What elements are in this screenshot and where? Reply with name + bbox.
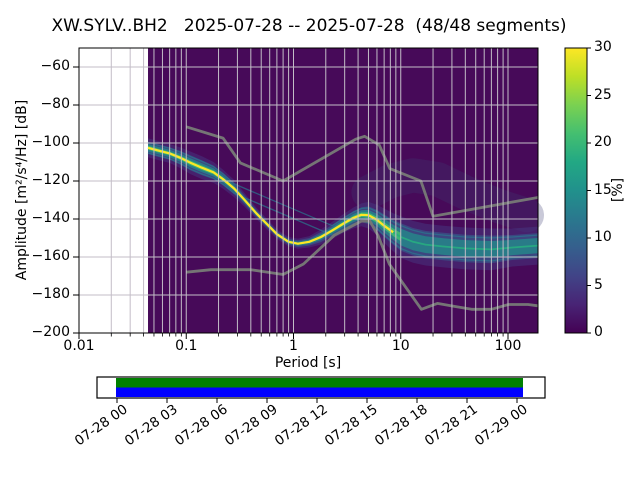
coverage-bar — [96, 376, 546, 403]
axes-frame — [73, 47, 539, 339]
grid-lines — [79, 48, 538, 333]
colorbar-tick-label: 25 — [594, 86, 612, 103]
colorbar-tick-label: 0 — [594, 324, 603, 340]
y-axis-label: Amplitude [m²/s⁴/Hz] [dB] — [14, 99, 30, 281]
colorbar-tick-label: 10 — [594, 229, 612, 245]
x-tick-label: 0.1 — [175, 338, 198, 354]
coverage-data-bar — [116, 387, 523, 397]
y-tick-label: −100 — [31, 134, 70, 150]
plot-background — [79, 48, 538, 333]
colorbar-tick-label: 20 — [594, 134, 612, 150]
coverage-days-bar — [116, 378, 523, 388]
x-tick-label: 0.01 — [63, 338, 95, 354]
y-tick-label: −160 — [31, 248, 70, 264]
x-axis-label: Period [s] — [274, 355, 342, 371]
x-tick-label: 10 — [391, 338, 410, 354]
nhnm-line — [185, 125, 539, 218]
colorbar-tick-label: 30 — [594, 39, 612, 55]
x-tick-label: 1 — [289, 338, 298, 354]
y-tick-label: −200 — [31, 324, 70, 340]
colorbar-tick-label: 5 — [594, 276, 603, 293]
x-tick-label: 100 — [494, 338, 522, 354]
colorbar-tick-label: 15 — [594, 181, 612, 198]
y-tick-label: −180 — [31, 286, 70, 302]
colorbar-label: [%] — [610, 177, 626, 203]
y-tick-label: −120 — [31, 172, 70, 188]
colorbar — [564, 47, 591, 334]
y-tick-label: −140 — [31, 210, 70, 226]
y-tick-label: −80 — [40, 96, 70, 112]
plot-title: XW.SYLV..BH2 2025-07-28 -- 2025-07-28 (4… — [51, 16, 567, 36]
y-tick-label: −60 — [40, 58, 70, 74]
